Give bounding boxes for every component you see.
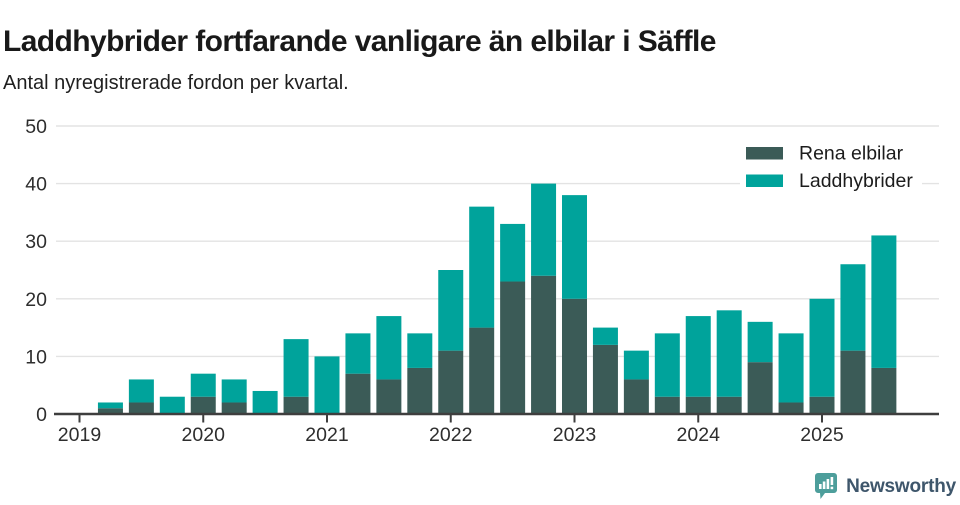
bar-segment-elbilar (654, 396, 680, 414)
bar-segment-elbilar (716, 396, 742, 414)
y-axis-label: 20 (25, 289, 47, 311)
bar-segment-laddhybrider (345, 333, 371, 374)
x-axis-label: 2025 (800, 424, 844, 446)
bar-segment-elbilar (345, 373, 371, 414)
x-axis-label: 2023 (553, 424, 596, 446)
bar-segment-elbilar (438, 350, 464, 414)
bar-segment-elbilar (685, 396, 711, 414)
bar-segment-elbilar (592, 344, 618, 414)
bar-segment-elbilar (840, 350, 866, 414)
bar-segment-elbilar (809, 396, 835, 414)
bar-segment-laddhybrider (407, 333, 433, 368)
bar-segment-elbilar (747, 362, 773, 414)
bar-segment-laddhybrider (252, 390, 278, 414)
bar-segment-elbilar (531, 275, 557, 414)
bar-segment-laddhybrider (562, 195, 587, 299)
bar-segment-elbilar (190, 396, 216, 414)
bar-segment-laddhybrider (190, 373, 216, 397)
bar-segment-laddhybrider (500, 223, 526, 282)
bar-segment-laddhybrider (747, 321, 773, 363)
bar-segment-laddhybrider (840, 264, 866, 351)
legend-swatch (746, 174, 783, 187)
bar-segment-laddhybrider (871, 235, 897, 368)
bar-segment-elbilar (407, 367, 433, 414)
y-axis-label: 10 (25, 346, 47, 368)
bar-segment-laddhybrider (221, 379, 247, 403)
bar-segment-laddhybrider (376, 316, 402, 380)
bar-segment-laddhybrider (654, 333, 680, 397)
bar-segment-laddhybrider (283, 339, 309, 397)
bar-segment-laddhybrider (778, 333, 804, 403)
x-axis-label: 2021 (305, 424, 348, 446)
bar-segment-laddhybrider (623, 350, 649, 380)
bar-segment-elbilar (221, 402, 247, 414)
x-axis-label: 2019 (58, 424, 101, 446)
bar-segment-laddhybrider (128, 379, 154, 403)
bar-segment-laddhybrider (469, 206, 495, 328)
legend-label: Laddhybrider (799, 170, 913, 192)
bar-segment-elbilar (623, 379, 649, 414)
bar-segment-laddhybrider (716, 310, 742, 397)
bar-segment-elbilar (97, 408, 123, 414)
bar-segment-elbilar (562, 298, 587, 414)
x-axis-label: 2024 (677, 424, 721, 446)
brand-footer: Newsworthy (815, 473, 956, 501)
bar-segment-laddhybrider (685, 316, 711, 397)
bar-segment-laddhybrider (809, 298, 835, 397)
bar-segment-laddhybrider (438, 270, 464, 351)
bar-segment-elbilar (283, 396, 309, 414)
bar-segment-laddhybrider (592, 327, 618, 345)
bar-segment-elbilar (871, 367, 897, 414)
legend-label: Rena elbilar (799, 143, 904, 165)
page-title: Laddhybrider fortfarande vanligare än el… (3, 25, 716, 59)
bar-segment-elbilar (778, 402, 804, 414)
bar-segment-elbilar (128, 402, 154, 414)
bar-segment-elbilar (376, 379, 402, 414)
chart-subtitle: Antal nyregistrerade fordon per kvartal. (3, 72, 349, 94)
bar-segment-elbilar (469, 327, 495, 414)
bar-segment-laddhybrider (531, 183, 557, 276)
newsworthy-logo-icon (815, 473, 838, 499)
x-axis-label: 2020 (182, 424, 226, 446)
x-axis-label: 2022 (429, 424, 472, 446)
bar-segment-laddhybrider (159, 396, 185, 414)
brand-name: Newsworthy (846, 476, 956, 497)
bar-segment-laddhybrider (97, 402, 123, 409)
bar-segment-elbilar (500, 281, 526, 414)
y-axis-label: 30 (25, 231, 47, 253)
y-axis-label: 40 (25, 174, 47, 196)
y-axis-label: 0 (36, 404, 47, 426)
y-axis-label: 50 (25, 116, 47, 138)
legend-swatch (746, 147, 783, 160)
bar-segment-laddhybrider (314, 356, 340, 414)
